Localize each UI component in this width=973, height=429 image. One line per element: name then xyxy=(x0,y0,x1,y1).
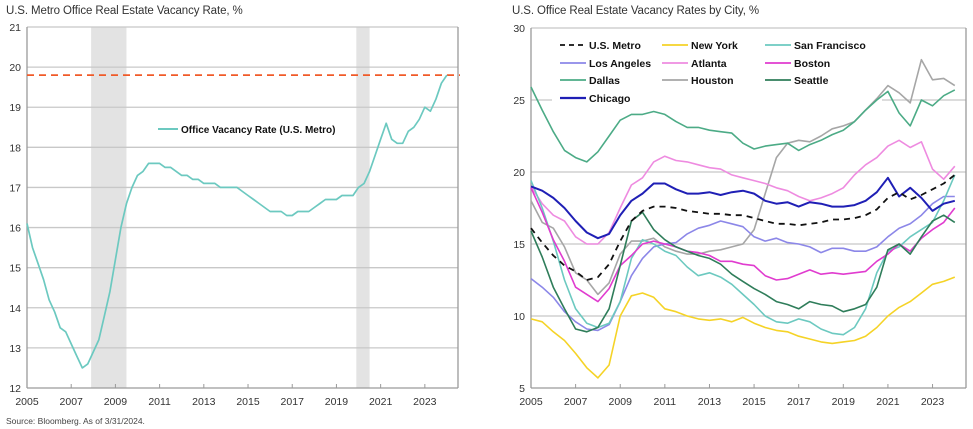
y-tick-label: 5 xyxy=(519,383,525,395)
x-tick-label: 2007 xyxy=(60,396,84,408)
x-tick-label: 2009 xyxy=(609,396,633,408)
legend-label: Chicago xyxy=(589,93,630,105)
y-tick-label: 20 xyxy=(9,62,21,74)
series-line-boston xyxy=(530,187,956,303)
series-line-u-s-metro xyxy=(530,174,956,281)
x-tick-label: 2005 xyxy=(15,396,39,408)
y-tick-label: 15 xyxy=(513,239,525,251)
y-tick-label: 10 xyxy=(513,311,525,323)
x-tick-label: 2019 xyxy=(325,396,349,408)
legend-label: Dallas xyxy=(589,75,620,87)
y-tick-label: 13 xyxy=(9,343,21,355)
series-line-atlanta xyxy=(530,139,956,245)
legend-label: U.S. Metro xyxy=(589,40,641,52)
x-tick-label: 2017 xyxy=(787,396,811,408)
legend-label: Boston xyxy=(794,58,830,70)
y-tick-label: 12 xyxy=(9,383,21,395)
x-tick-label: 2015 xyxy=(742,396,766,408)
y-tick-label: 16 xyxy=(9,223,21,235)
series-line-dallas xyxy=(530,86,956,163)
x-tick-label: 2005 xyxy=(519,396,543,408)
series-line-chicago xyxy=(530,176,956,240)
source-note: Source: Bloomberg. As of 3/31/2024. xyxy=(6,416,145,426)
right-chart-title: U.S. Office Real Estate Vacancy Rates by… xyxy=(512,5,760,17)
series-line-san-francisco xyxy=(530,174,956,336)
recession-band xyxy=(356,27,370,388)
y-tick-label: 25 xyxy=(513,95,525,107)
series-line-los-angeles xyxy=(530,195,955,332)
legend-label: Atlanta xyxy=(691,58,727,70)
recession-band xyxy=(91,27,127,388)
x-tick-label: 2013 xyxy=(698,396,722,408)
x-tick-label: 2007 xyxy=(564,396,588,408)
legend-label: San Francisco xyxy=(794,40,866,52)
x-tick-label: 2023 xyxy=(921,396,945,408)
x-tick-label: 2021 xyxy=(369,396,393,408)
legend-label: Office Vacancy Rate (U.S. Metro) xyxy=(181,125,336,136)
x-tick-label: 2023 xyxy=(413,396,437,408)
series-line-houston xyxy=(530,58,956,296)
y-tick-label: 17 xyxy=(9,182,21,194)
x-tick-label: 2011 xyxy=(148,396,171,408)
legend-box xyxy=(552,34,882,108)
y-tick-label: 19 xyxy=(9,102,21,114)
y-tick-label: 21 xyxy=(9,22,21,34)
y-tick-label: 18 xyxy=(9,142,21,154)
series-line-us-metro xyxy=(26,74,448,369)
y-tick-label: 14 xyxy=(9,303,21,315)
x-tick-label: 2017 xyxy=(281,396,305,408)
x-tick-label: 2011 xyxy=(654,396,677,408)
x-tick-label: 2019 xyxy=(832,396,856,408)
legend-label: Houston xyxy=(691,75,734,87)
left-chart-title: U.S. Metro Office Real Estate Vacancy Ra… xyxy=(6,5,243,17)
legend-label: Los Angeles xyxy=(589,58,651,70)
series-line-seattle xyxy=(530,211,956,333)
y-tick-label: 30 xyxy=(513,23,525,35)
series-line-new-york xyxy=(530,276,956,379)
x-tick-label: 2021 xyxy=(876,396,900,408)
x-tick-label: 2013 xyxy=(192,396,216,408)
legend-label: Seattle xyxy=(794,75,829,87)
y-tick-label: 15 xyxy=(9,263,21,275)
x-tick-label: 2009 xyxy=(104,396,128,408)
legend-label: New York xyxy=(691,40,738,52)
y-tick-label: 20 xyxy=(513,167,525,179)
x-tick-label: 2015 xyxy=(236,396,260,408)
